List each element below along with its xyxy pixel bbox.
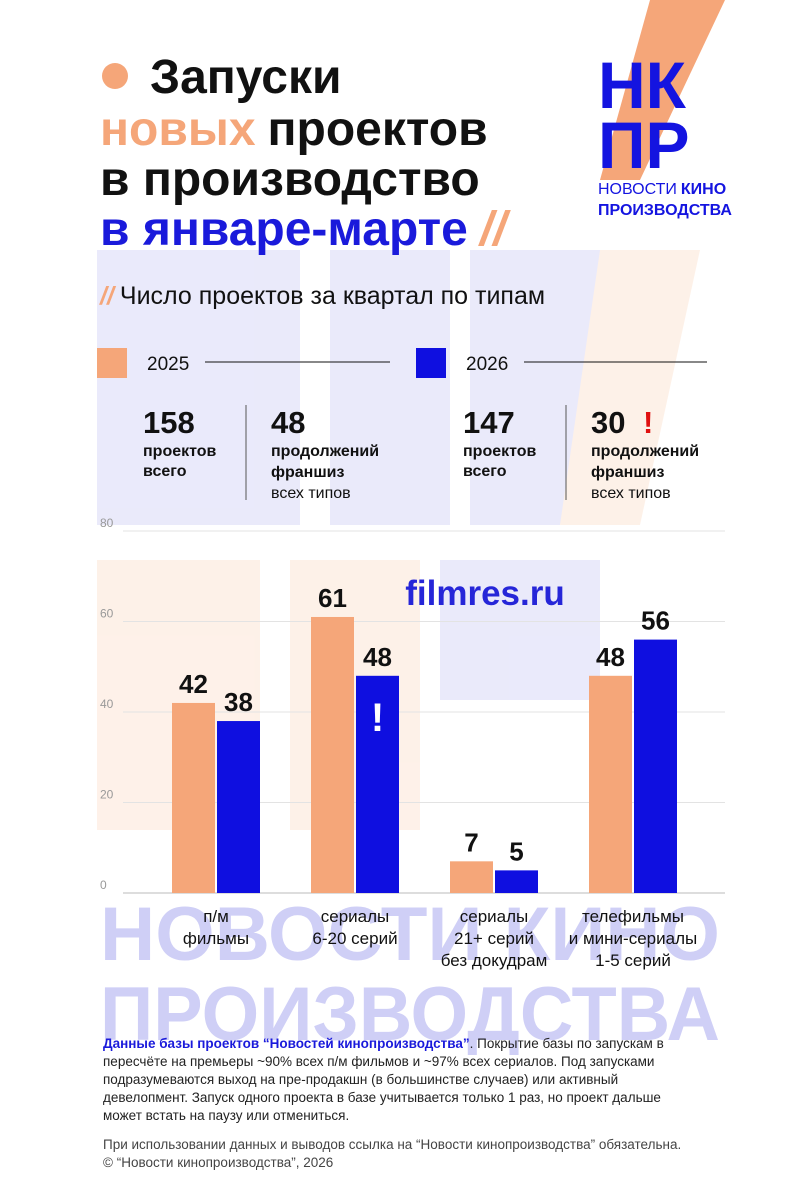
stat-number: 147 (463, 405, 515, 440)
footer-text: Данные базы проектов “Новостей кинопроиз… (103, 1036, 664, 1051)
stat-alert: ! (643, 405, 653, 440)
footer-text: девелопмент. Запуск одного проекта в баз… (103, 1090, 661, 1105)
stat-number: 30 (591, 405, 625, 440)
logo-word: НОВОСТИ КИНО (598, 181, 726, 198)
data-label: 48 (596, 642, 625, 672)
title: новых проектов (100, 103, 488, 156)
stat-label: проектов (463, 443, 537, 460)
legend-swatch (416, 348, 446, 378)
x-tick-label: п/м (203, 907, 229, 926)
footer-notice: © “Новости кинопроизводства”, 2026 (103, 1155, 333, 1170)
logo-stripe (600, 0, 725, 180)
stat-label: всего (143, 463, 187, 480)
logo: НК ПР НОВОСТИ КИНО ПРОИЗВОДСТВА (598, 0, 732, 219)
footer-source: Данные базы проектов “Новостей кинопроиз… (103, 1036, 470, 1051)
stat-label: всех типов (271, 485, 351, 502)
stat-label: франшиз (591, 464, 665, 481)
stat-number: 158 (143, 405, 195, 440)
title: в производство (100, 153, 480, 206)
logo-word: ПРОИЗВОДСТВА (598, 202, 732, 219)
bar (495, 870, 538, 893)
title: в январе-марте// (100, 203, 511, 256)
x-tick-label: фильмы (183, 929, 249, 948)
legend-label: 2025 (147, 354, 189, 375)
x-tick-label: сериалы (321, 907, 390, 926)
legend-label: 2026 (466, 354, 508, 375)
x-tick-label: сериалы (460, 907, 529, 926)
x-tick-label: и мини-сериалы (569, 929, 697, 948)
subtitle: Число проектов за квартал по типам (120, 282, 545, 310)
footer-text: . Покрытие базы по запускам в (470, 1036, 664, 1051)
bar-annotation: ! (371, 696, 384, 740)
data-label: 61 (318, 583, 347, 613)
watermark-brand: ПРОИЗВОДСТВА (100, 972, 720, 1057)
data-label: 42 (179, 669, 208, 699)
stat-label: франшиз (271, 464, 345, 481)
stat-label: продолжений (271, 443, 379, 460)
y-tick-label: 20 (100, 788, 114, 802)
title-accent: новых (100, 103, 256, 156)
x-tick-label: телефильмы (582, 907, 684, 926)
bar (217, 721, 260, 893)
bar (311, 616, 354, 893)
legend-swatch (97, 348, 127, 378)
watermark-brand: НОВОСТИ КИНО (100, 892, 720, 977)
bar (589, 675, 632, 893)
bar (172, 702, 215, 893)
watermark-site: filmres.ru (405, 574, 565, 613)
y-tick-label: 40 (100, 697, 114, 711)
subtitle-slashes: // (99, 282, 117, 310)
stat-label: всех типов (591, 485, 671, 502)
title-dot (102, 63, 128, 89)
y-tick-label: 60 (100, 607, 114, 621)
footer-text: пересчёте на премьеры ~90% всех п/м филь… (103, 1054, 654, 1069)
stat-label: всего (463, 463, 507, 480)
logo-word: КИНО (681, 181, 726, 198)
x-tick-label: 21+ серий (454, 929, 534, 948)
title: в январе-марте (100, 203, 468, 256)
title: Запуски (150, 51, 341, 104)
footer-text: подразумеваются выход на пре-продакшн (в… (103, 1072, 618, 1087)
stat-label: проектов (143, 443, 217, 460)
y-tick-label: 80 (100, 516, 114, 530)
data-label: 7 (464, 827, 478, 857)
bar (634, 639, 677, 893)
subtitle: //Число проектов за квартал по типам (99, 282, 545, 310)
data-label: 56 (641, 606, 670, 636)
x-tick-label: 6-20 серий (312, 929, 397, 948)
bar (450, 861, 493, 893)
footer-text: может встать на паузу или отмениться. (103, 1108, 349, 1123)
data-label: 5 (509, 836, 523, 866)
logo-word: НОВОСТИ (598, 181, 677, 198)
x-tick-label: 1-5 серий (595, 951, 671, 970)
title-slashes: // (478, 203, 511, 256)
data-label: 38 (224, 687, 253, 717)
logo-letters: ПР (598, 108, 689, 182)
data-label: 48 (363, 642, 392, 672)
logo-letters: НК (598, 48, 687, 122)
x-tick-label: без докудрам (441, 951, 548, 970)
y-tick-label: 0 (100, 878, 107, 892)
stat-label: продолжений (591, 443, 699, 460)
background-logo (97, 250, 700, 830)
title: проектов (268, 103, 488, 156)
bar (356, 675, 399, 893)
stat-number: 48 (271, 405, 305, 440)
footer-notice: При использовании данных и выводов ссылк… (103, 1137, 681, 1152)
